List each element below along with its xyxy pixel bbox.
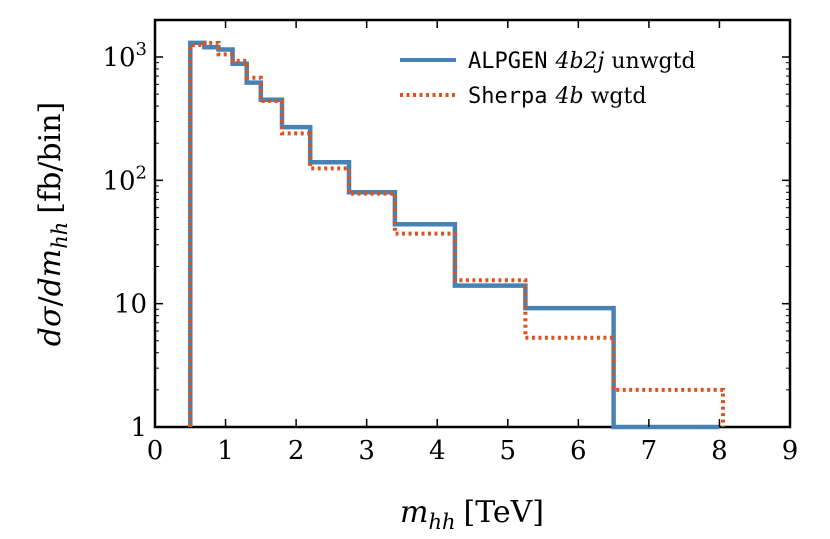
series-line-sherpa — [188, 40, 725, 427]
x-tick-label: 7 — [641, 436, 658, 466]
y-tick-label: 102 — [102, 162, 147, 196]
x-tick-label: 0 — [147, 436, 164, 466]
x-tick-label: 4 — [429, 436, 446, 466]
x-tick-label: 9 — [782, 436, 799, 466]
x-tick-label: 6 — [570, 436, 587, 466]
y-tick-label: 103 — [102, 39, 147, 73]
y-tick-label: 10 — [114, 290, 147, 320]
plot-frame — [153, 18, 792, 429]
x-tick-label: 8 — [711, 436, 728, 466]
y-axis-label: dσ/dmhh[fb/bin] — [33, 102, 72, 346]
x-tick-label: 3 — [358, 436, 375, 466]
series-layer — [188, 40, 725, 430]
x-tick-label: 5 — [500, 436, 517, 466]
legend: ALPGEN 4b2j unwgtd Sherpa 4b wgtd — [400, 49, 696, 109]
x-axis-label: mhh [TeV] — [400, 495, 544, 534]
x-tick-label: 2 — [288, 436, 305, 466]
y-tick-label: 1 — [130, 413, 147, 443]
legend-label-sherpa: Sherpa 4b wgtd — [468, 84, 646, 109]
legend-label-alpgen: ALPGEN 4b2j unwgtd — [468, 49, 696, 74]
plot-area — [153, 18, 792, 429]
x-tick-label: 1 — [217, 436, 234, 466]
